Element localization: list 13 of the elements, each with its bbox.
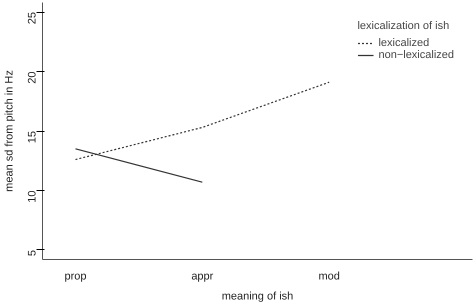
legend-label: lexicalized (378, 37, 430, 49)
x-tick-label: prop (64, 270, 87, 282)
y-tick-label: 25 (26, 12, 38, 24)
y-axis-title: mean sd from pitch in Hz (4, 70, 16, 192)
legend-title: lexicalization of ish (357, 20, 450, 32)
x-tick-label: appr (191, 270, 214, 282)
x-tick-label: mod (318, 270, 340, 282)
x-axis-title: meaning of ish (222, 290, 294, 302)
y-tick-label: 20 (26, 71, 38, 84)
y-tick-label: 10 (26, 190, 38, 203)
y-tick-label: 5 (26, 250, 38, 256)
y-tick-label: 15 (26, 130, 38, 144)
legend-label: non−lexicalized (378, 49, 454, 61)
